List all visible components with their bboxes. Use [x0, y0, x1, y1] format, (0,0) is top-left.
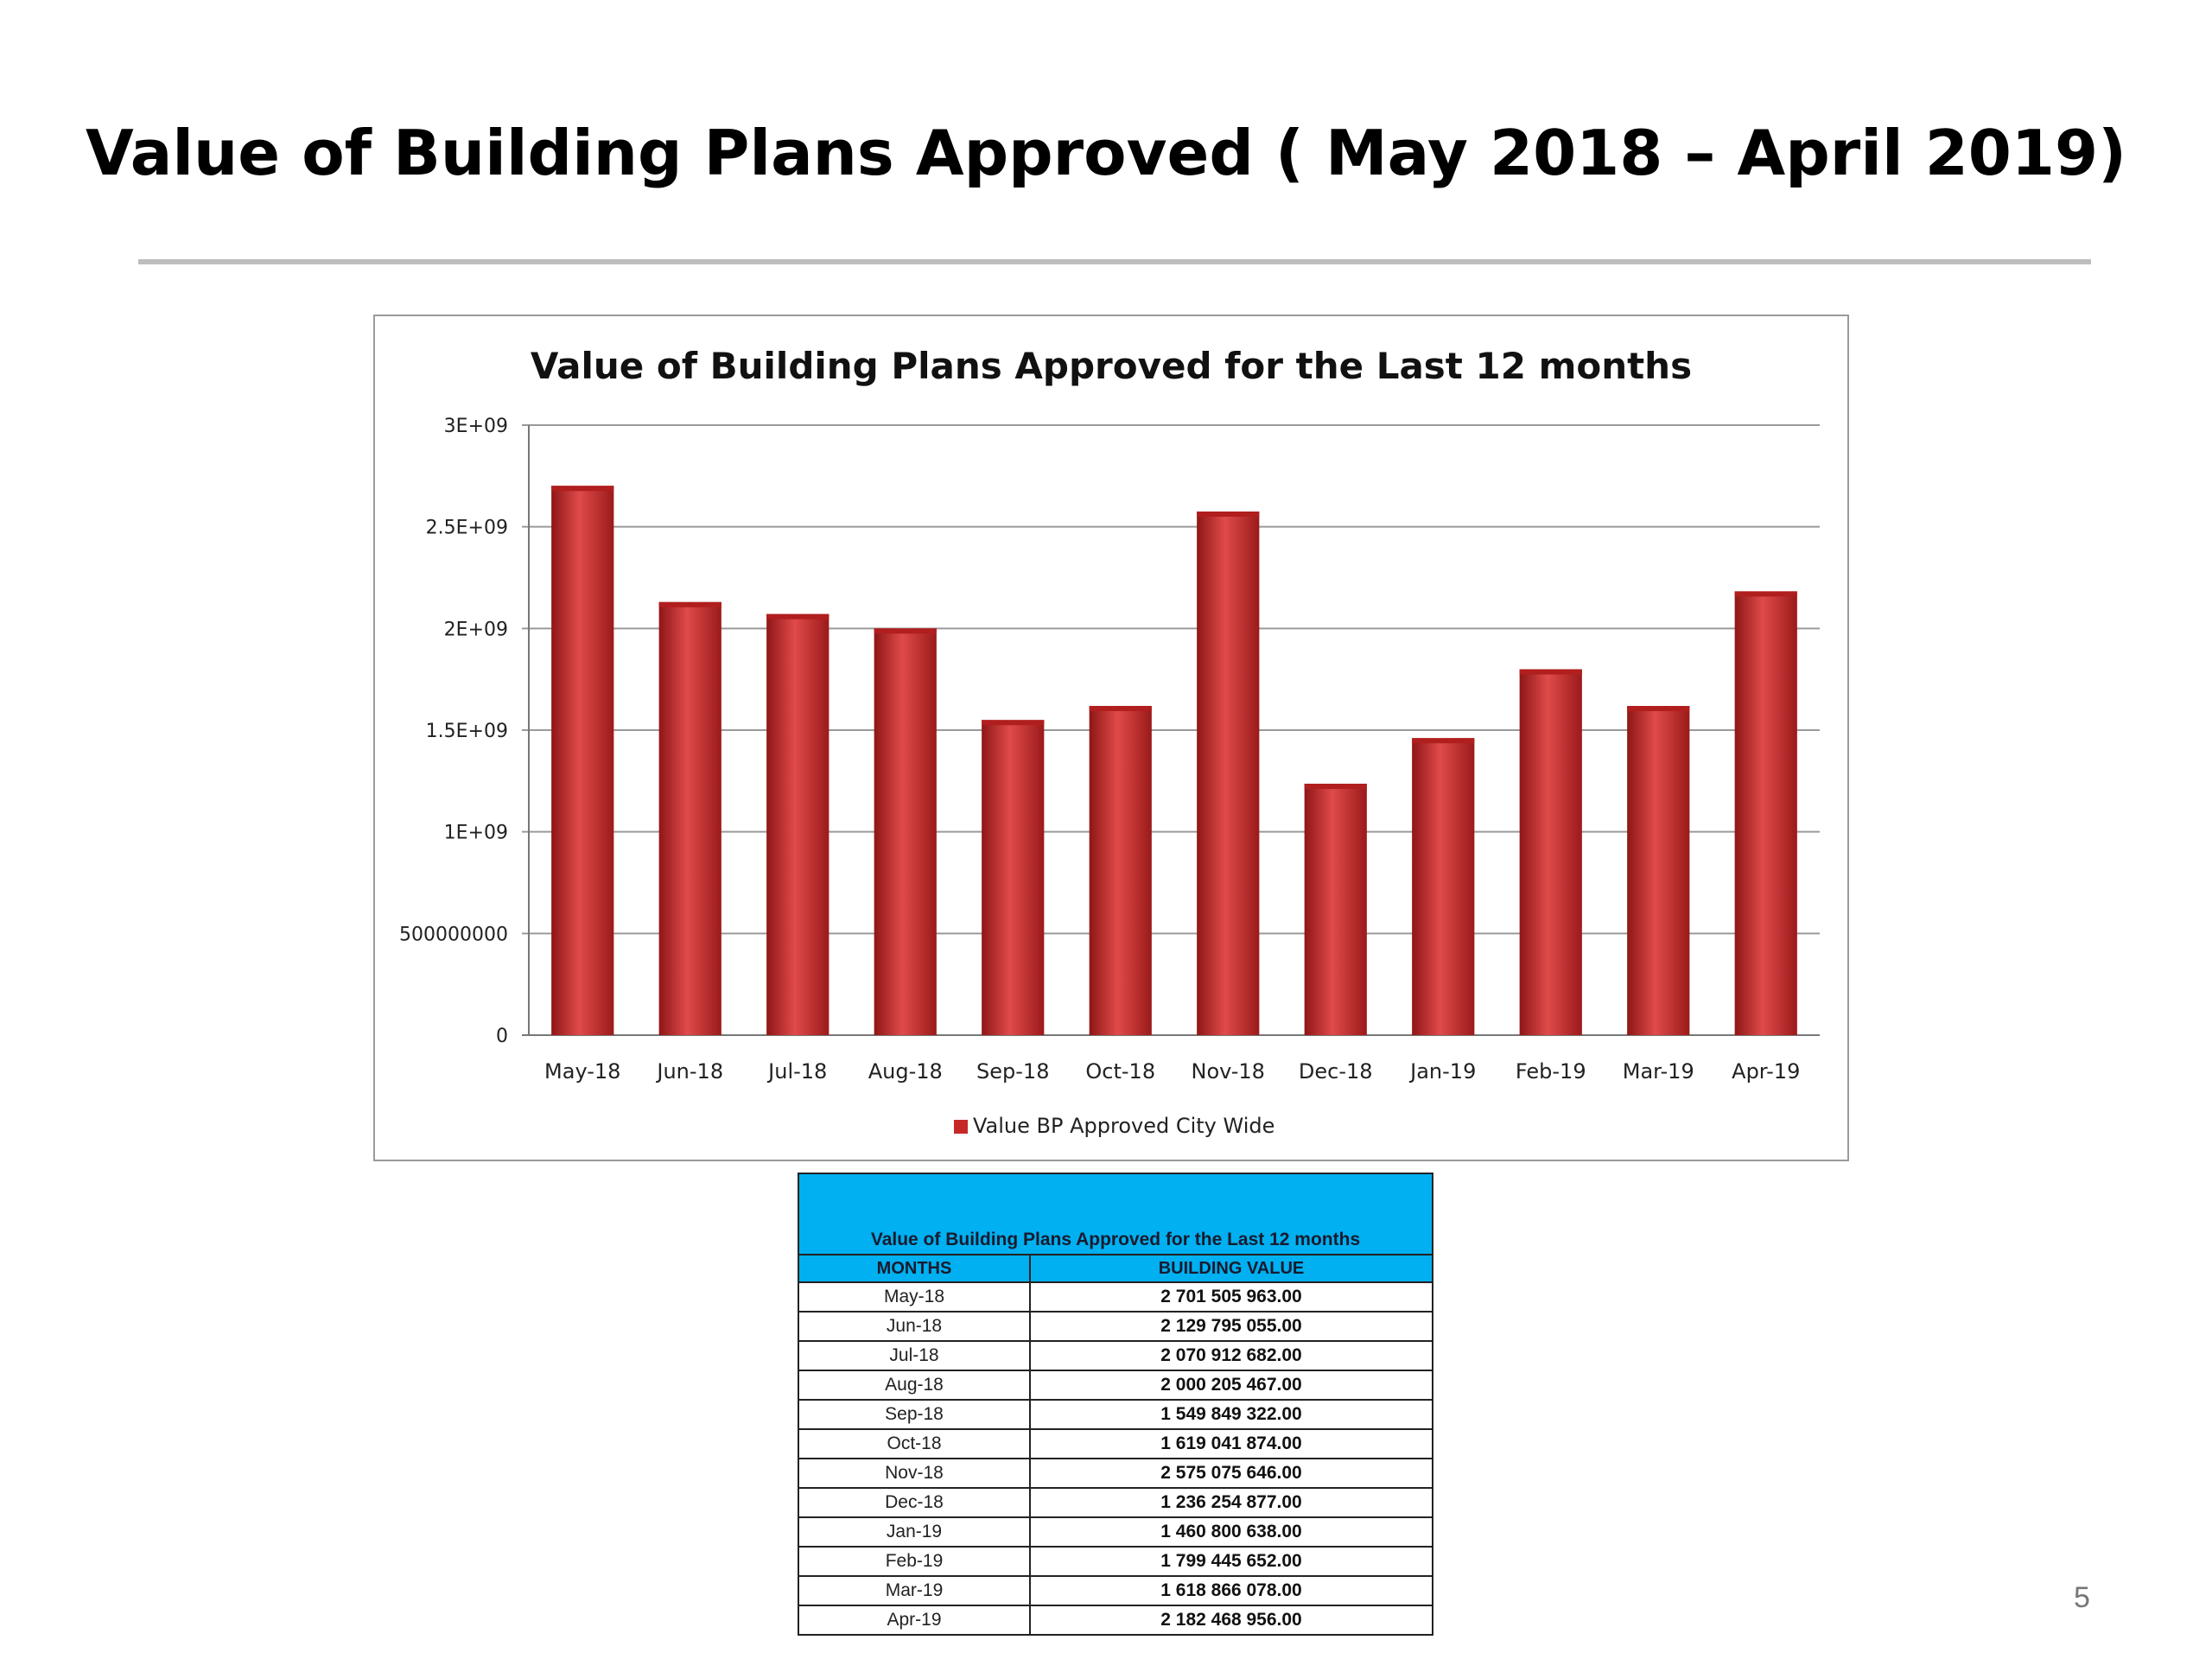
bar-cap	[1089, 705, 1152, 711]
building-value-cell: 2 070 912 682.00	[1029, 1340, 1433, 1371]
gridlines	[522, 424, 1820, 1036]
legend-label: Value BP Approved City Wide	[973, 1114, 1274, 1138]
title-divider	[138, 259, 2091, 264]
bars	[551, 486, 1797, 1035]
building-value-cell: 2 000 205 467.00	[1029, 1370, 1433, 1401]
page-number: 5	[2074, 1581, 2090, 1614]
bar-jul-18	[766, 613, 830, 1035]
bar-feb-19	[1519, 669, 1582, 1035]
bar-cap	[551, 486, 614, 492]
x-tick-label: Feb-19	[1516, 1059, 1586, 1084]
x-tick-label: Apr-19	[1732, 1059, 1800, 1084]
month-cell: May-18	[798, 1281, 1031, 1313]
bar-cap	[1197, 511, 1260, 517]
table-row: Sep-18 1 549 849 322.00	[798, 1399, 1433, 1430]
x-tick-label: May-18	[544, 1059, 620, 1084]
bar-cap	[874, 628, 937, 634]
chart-canvas: Value of Building Plans Approved for the…	[399, 345, 1820, 1138]
table-body: May-18 2 701 505 963.00 Jun-18 2 129 795 05…	[798, 1281, 1433, 1636]
x-tick-label: Jan-19	[1408, 1059, 1476, 1084]
bar-cap	[1734, 591, 1797, 597]
data-table-container: Value of Building Plans Approved for the…	[798, 1173, 1433, 1636]
x-axis-ticks: May-18 Jun-18 Jul-18 Aug-18 Sep-18 Oct-18 Nov-…	[544, 1059, 1800, 1084]
y-tick-label: 0	[496, 1026, 508, 1047]
x-tick-label: Aug-18	[868, 1059, 943, 1084]
legend: Value BP Approved City Wide	[954, 1114, 1274, 1138]
bar-jan-19	[1412, 738, 1475, 1035]
bar-may-18	[551, 486, 614, 1035]
bar-cap	[766, 613, 830, 620]
x-tick-label: Jun-18	[655, 1059, 723, 1084]
table-row: Oct-18 1 619 041 874.00	[798, 1428, 1433, 1459]
legend-swatch	[954, 1120, 968, 1134]
bar-jun-18	[658, 601, 721, 1035]
x-tick-label: Oct-18	[1085, 1059, 1155, 1084]
bar-cap	[982, 720, 1045, 726]
x-tick-label: Sep-18	[976, 1059, 1049, 1084]
building-value-cell: 1 799 445 652.00	[1029, 1546, 1433, 1577]
column-header-building-value: BUILDING VALUE	[1029, 1254, 1433, 1283]
month-cell: Sep-18	[798, 1399, 1031, 1430]
x-tick-label: Mar-19	[1623, 1059, 1694, 1084]
bar-dec-18	[1304, 784, 1367, 1035]
building-value-cell: 2 575 075 646.00	[1029, 1458, 1433, 1489]
bar-nov-18	[1197, 511, 1260, 1035]
table-title: Value of Building Plans Approved for the…	[798, 1173, 1433, 1255]
x-tick-label: Nov-18	[1192, 1059, 1265, 1084]
month-cell: Jun-18	[798, 1311, 1031, 1342]
bar-apr-19	[1734, 591, 1797, 1035]
month-cell: Aug-18	[798, 1370, 1031, 1401]
y-tick-label: 3E+09	[444, 416, 508, 437]
month-cell: Jan-19	[798, 1516, 1031, 1548]
bar-cap	[1412, 738, 1475, 744]
table-row: Apr-19 2 182 468 956.00	[798, 1605, 1433, 1636]
month-cell: Feb-19	[798, 1546, 1031, 1577]
bar-oct-18	[1089, 705, 1152, 1035]
bar-aug-18	[874, 628, 937, 1035]
month-cell: Dec-18	[798, 1487, 1031, 1518]
building-value-cell: 1 619 041 874.00	[1029, 1428, 1433, 1459]
y-tick-label: 2.5E+09	[426, 518, 508, 539]
column-header-months: MONTHS	[798, 1254, 1031, 1283]
bar-cap	[1519, 669, 1582, 675]
month-cell: Oct-18	[798, 1428, 1031, 1459]
table-row: Dec-18 1 236 254 877.00	[798, 1487, 1433, 1518]
month-cell: Jul-18	[798, 1340, 1031, 1371]
bar-mar-19	[1627, 706, 1690, 1035]
month-cell: Nov-18	[798, 1458, 1031, 1489]
building-value-cell: 2 182 468 956.00	[1029, 1605, 1433, 1636]
table-row: Feb-19 1 799 445 652.00	[798, 1546, 1433, 1577]
y-tick-label: 1.5E+09	[426, 721, 508, 742]
table-row: Nov-18 2 575 075 646.00	[798, 1458, 1433, 1489]
building-value-cell: 1 236 254 877.00	[1029, 1487, 1433, 1518]
bar-cap	[1304, 784, 1367, 790]
x-tick-label: Jul-18	[766, 1059, 827, 1084]
building-value-cell: 2 701 505 963.00	[1029, 1281, 1433, 1313]
bar-sep-18	[982, 720, 1045, 1035]
building-value-cell: 1 618 866 078.00	[1029, 1575, 1433, 1606]
month-cell: Apr-19	[798, 1605, 1031, 1636]
building-value-cell: 1 460 800 638.00	[1029, 1516, 1433, 1548]
bar-chart: Value of Building Plans Approved for the…	[373, 315, 1849, 1161]
table-row: Aug-18 2 000 205 467.00	[798, 1370, 1433, 1401]
table-row: Mar-19 1 618 866 078.00	[798, 1575, 1433, 1606]
building-value-cell: 1 549 849 322.00	[1029, 1399, 1433, 1430]
x-tick-label: Dec-18	[1299, 1059, 1373, 1084]
y-axis-ticks: 0 500000000 1E+09 1.5E+09 2E+09 2.5E+09 3E+09	[399, 416, 508, 1047]
table-row: Jul-18 2 070 912 682.00	[798, 1340, 1433, 1371]
building-value-cell: 2 129 795 055.00	[1029, 1311, 1433, 1342]
y-tick-label: 500000000	[399, 924, 508, 945]
chart-title: Value of Building Plans Approved for the…	[531, 345, 1692, 387]
slide-title: Value of Building Plans Approved ( May 2…	[85, 117, 2126, 189]
month-cell: Mar-19	[798, 1575, 1031, 1606]
y-tick-label: 1E+09	[444, 823, 508, 844]
bar-cap	[658, 601, 721, 607]
building-value-table: Value of Building Plans Approved for the…	[798, 1173, 1433, 1636]
table-row: Jun-18 2 129 795 055.00	[798, 1311, 1433, 1342]
y-tick-label: 2E+09	[444, 619, 508, 640]
table-row: Jan-19 1 460 800 638.00	[798, 1516, 1433, 1548]
table-row: May-18 2 701 505 963.00	[798, 1281, 1433, 1313]
bar-cap	[1627, 706, 1690, 712]
